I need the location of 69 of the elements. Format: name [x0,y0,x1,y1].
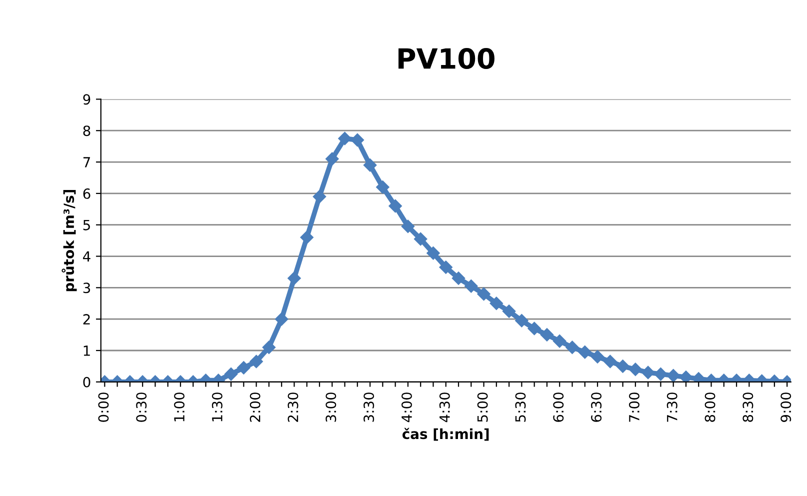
y-tick-label: 5 [83,220,90,230]
point [628,362,642,376]
x-tick-label: 1:30 [212,392,222,422]
chart-title: PV100 [398,48,494,70]
point [477,287,490,301]
x-tick-label: 0:00 [98,392,109,422]
point [666,369,680,382]
point [326,152,339,166]
point [401,220,415,234]
x-tick-label: 2:30 [288,392,298,422]
point [515,314,528,328]
y-tick-label: 6 [83,188,90,199]
x-tick-label: 7:30 [666,392,678,422]
x-tick-label: 1:00 [174,392,185,422]
point [540,328,554,342]
y-tick-label: 3 [83,282,90,294]
point [300,230,314,244]
point [288,272,301,285]
point [224,367,238,381]
point [414,232,428,246]
point [452,272,466,285]
point [237,361,250,374]
point [490,296,504,310]
y-axis-title: průtok [m³/s] [62,190,77,292]
point [590,350,604,364]
point [250,354,263,368]
point [439,260,452,274]
point [262,340,276,354]
point [274,312,288,326]
x-tick-label: 5:30 [515,392,526,422]
x-tick-label: 7:00 [628,392,640,422]
point [464,280,478,293]
x-tick-label: 6:00 [553,392,564,422]
point [350,133,364,147]
point [641,366,655,380]
point [578,345,592,359]
point [553,334,566,348]
x-tick-label: 5:00 [477,392,488,422]
point [426,246,440,260]
point [604,354,617,368]
y-tick-label: 9 [83,94,90,105]
point [312,190,326,204]
x-tick-label: 6:30 [591,392,602,422]
y-tick-label: 8 [83,126,90,136]
point [528,322,541,336]
x-tick-label: 4:00 [401,392,412,422]
point [338,132,352,146]
x-tick-label: 3:00 [326,392,336,422]
point [654,367,668,381]
x-tick-label: 9:00 [780,392,792,422]
point [679,370,693,382]
y-tick-label: 4 [82,251,90,262]
x-tick-label: 8:30 [742,392,754,422]
point [376,180,390,194]
y-tick-label: 0 [83,376,90,388]
y-tick-label: 2 [83,314,90,324]
x-tick-label: 2:00 [250,392,260,422]
x-tick-label: 8:00 [704,392,716,422]
y-tick-label: 7 [83,157,90,168]
x-tick-label: 3:30 [364,392,374,422]
point [566,340,579,354]
point [502,304,516,318]
point [616,360,630,373]
x-tick-label: 4:30 [439,392,450,422]
point [388,199,402,213]
x-axis-title: čas [h:min] [402,428,489,441]
y-tick-label: 1 [84,346,90,356]
point [363,158,377,172]
x-tick-label: 0:30 [136,392,147,422]
